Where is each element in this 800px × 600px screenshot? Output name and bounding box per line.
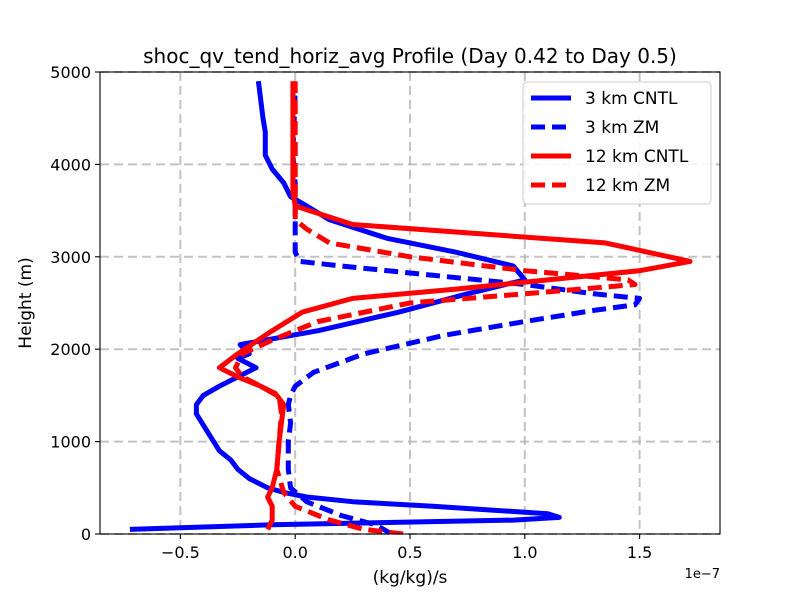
x-tick-label: −0.5 [161, 543, 200, 562]
x-tick-label: 0.0 [282, 543, 307, 562]
legend-label: 3 km CNTL [585, 89, 678, 109]
legend: 3 km CNTL 3 km ZM 12 km CNTL 12 km ZM [522, 81, 712, 205]
x-axis-offset-label: 1e−7 [685, 567, 720, 582]
series-line-12-km-zm [233, 81, 638, 534]
y-tick-label: 0 [81, 525, 91, 544]
chart-title: shoc_qv_tend_horiz_avg Profile (Day 0.42… [143, 44, 677, 68]
x-axis-label: (kg/kg)/s [373, 568, 448, 588]
x-tick-label: 1.0 [512, 543, 537, 562]
x-tick-label: 1.5 [627, 543, 652, 562]
y-tick-label: 1000 [50, 433, 91, 452]
legend-box [522, 81, 712, 205]
y-tick-label: 4000 [50, 155, 91, 174]
x-tick-label: 0.5 [397, 543, 422, 562]
series-line-3-km-zm [285, 90, 643, 534]
axis-ticks: −0.5 0.0 0.5 1.0 1.5 0 1000 2000 3000 4000 5000 [50, 63, 652, 562]
y-tick-label: 2000 [50, 340, 91, 359]
y-tick-label: 5000 [50, 63, 91, 82]
series-lines [129, 80, 693, 534]
legend-label: 12 km CNTL [585, 147, 689, 167]
y-tick-label: 3000 [50, 248, 91, 267]
series-line-3-km-cntl [129, 80, 562, 532]
legend-label: 3 km ZM [585, 118, 659, 138]
y-axis-label: Height (m) [16, 257, 36, 348]
legend-label: 12 km ZM [585, 176, 670, 196]
series-line-12-km-cntl [216, 81, 693, 531]
